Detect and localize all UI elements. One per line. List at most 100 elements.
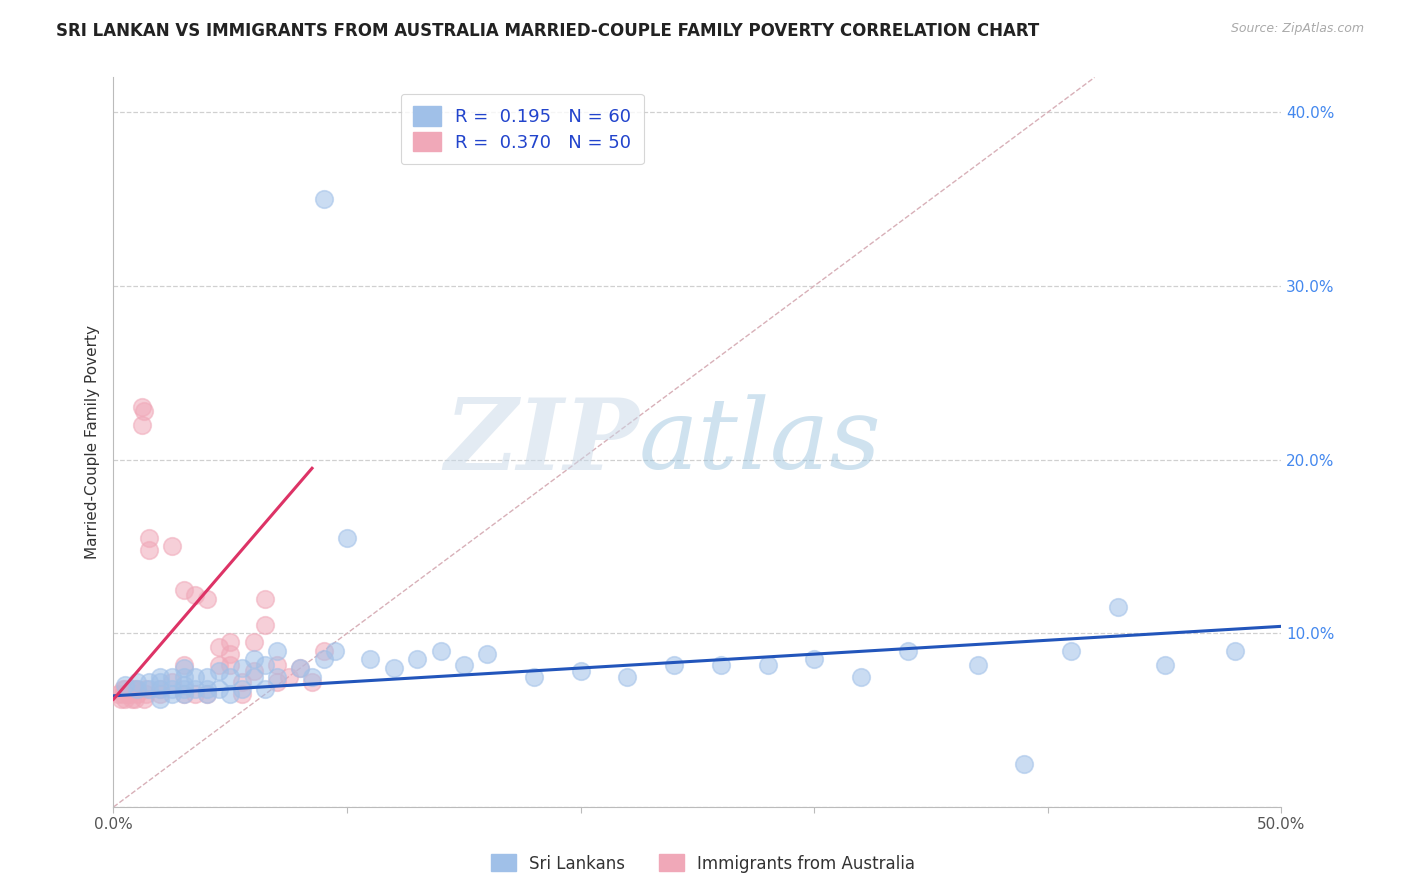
- Point: [219, 647, 242, 661]
- Point: [219, 670, 242, 684]
- Point: [138, 542, 160, 557]
- Point: [138, 531, 160, 545]
- Point: [195, 687, 218, 701]
- Point: [149, 692, 172, 706]
- Point: [110, 692, 132, 706]
- Point: [138, 674, 160, 689]
- Point: [173, 657, 195, 672]
- Point: [195, 687, 218, 701]
- Point: [173, 687, 195, 701]
- Point: [1014, 756, 1036, 771]
- Point: [111, 687, 134, 701]
- Point: [160, 687, 183, 701]
- Point: [242, 635, 264, 649]
- Point: [207, 657, 229, 672]
- Point: [117, 687, 139, 701]
- Point: [382, 661, 405, 675]
- Point: [149, 687, 172, 701]
- Point: [207, 681, 229, 696]
- Point: [710, 657, 733, 672]
- Point: [131, 401, 153, 415]
- Point: [312, 192, 335, 206]
- Point: [231, 674, 253, 689]
- Point: [231, 687, 253, 701]
- Point: [477, 647, 499, 661]
- Text: atlas: atlas: [640, 394, 882, 490]
- Point: [107, 687, 129, 701]
- Point: [523, 670, 546, 684]
- Point: [662, 657, 685, 672]
- Point: [195, 591, 218, 606]
- Point: [849, 670, 872, 684]
- Point: [125, 681, 148, 696]
- Point: [266, 674, 288, 689]
- Point: [184, 687, 207, 701]
- Point: [290, 661, 312, 675]
- Point: [231, 681, 253, 696]
- Point: [160, 540, 183, 554]
- Point: [254, 657, 277, 672]
- Point: [231, 661, 253, 675]
- Point: [173, 687, 195, 701]
- Point: [149, 674, 172, 689]
- Text: ZIP: ZIP: [444, 394, 640, 491]
- Point: [114, 692, 136, 706]
- Point: [149, 681, 172, 696]
- Point: [453, 657, 475, 672]
- Point: [1107, 600, 1129, 615]
- Point: [756, 657, 779, 672]
- Point: [301, 674, 323, 689]
- Point: [569, 665, 592, 679]
- Point: [121, 681, 143, 696]
- Point: [254, 617, 277, 632]
- Point: [132, 404, 155, 418]
- Legend: Sri Lankans, Immigrants from Australia: Sri Lankans, Immigrants from Australia: [484, 847, 922, 880]
- Point: [207, 640, 229, 655]
- Point: [121, 692, 143, 706]
- Point: [124, 692, 146, 706]
- Point: [312, 643, 335, 657]
- Point: [160, 681, 183, 696]
- Point: [124, 681, 146, 696]
- Point: [114, 678, 136, 692]
- Point: [195, 681, 218, 696]
- Point: [184, 588, 207, 602]
- Point: [118, 687, 141, 701]
- Point: [359, 652, 381, 666]
- Point: [966, 657, 988, 672]
- Point: [125, 687, 148, 701]
- Point: [242, 665, 264, 679]
- Point: [173, 582, 195, 597]
- Point: [135, 687, 157, 701]
- Point: [149, 681, 172, 696]
- Point: [266, 670, 288, 684]
- Point: [266, 643, 288, 657]
- Y-axis label: Married-Couple Family Poverty: Married-Couple Family Poverty: [86, 326, 100, 559]
- Point: [173, 681, 195, 696]
- Point: [1060, 643, 1083, 657]
- Point: [897, 643, 920, 657]
- Point: [149, 670, 172, 684]
- Point: [173, 670, 195, 684]
- Text: SRI LANKAN VS IMMIGRANTS FROM AUSTRALIA MARRIED-COUPLE FAMILY POVERTY CORRELATIO: SRI LANKAN VS IMMIGRANTS FROM AUSTRALIA …: [56, 22, 1039, 40]
- Point: [290, 661, 312, 675]
- Point: [125, 681, 148, 696]
- Legend: R =  0.195   N = 60, R =  0.370   N = 50: R = 0.195 N = 60, R = 0.370 N = 50: [401, 94, 644, 164]
- Point: [207, 665, 229, 679]
- Point: [254, 591, 277, 606]
- Point: [266, 657, 288, 672]
- Point: [803, 652, 825, 666]
- Point: [135, 681, 157, 696]
- Point: [301, 670, 323, 684]
- Point: [429, 643, 451, 657]
- Point: [242, 670, 264, 684]
- Point: [325, 643, 347, 657]
- Point: [173, 661, 195, 675]
- Point: [131, 417, 153, 432]
- Point: [114, 681, 136, 696]
- Point: [173, 678, 195, 692]
- Point: [336, 531, 359, 545]
- Point: [254, 681, 277, 696]
- Point: [125, 674, 148, 689]
- Point: [406, 652, 429, 666]
